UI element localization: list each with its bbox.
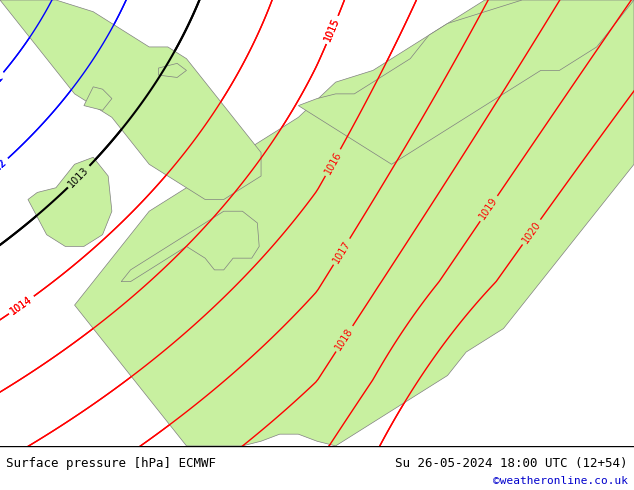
Text: 1019: 1019: [478, 196, 500, 221]
Polygon shape: [0, 0, 261, 199]
Text: 1017: 1017: [331, 239, 353, 265]
Text: 1013: 1013: [67, 165, 91, 189]
Text: 1018: 1018: [333, 326, 355, 352]
Text: 1012: 1012: [0, 157, 9, 180]
Text: Su 26-05-2024 18:00 UTC (12+54): Su 26-05-2024 18:00 UTC (12+54): [395, 457, 628, 469]
Polygon shape: [158, 63, 186, 77]
Text: 1011: 1011: [0, 72, 6, 96]
Text: 1015: 1015: [323, 17, 342, 43]
Text: 1012: 1012: [0, 157, 9, 180]
Text: 1014: 1014: [9, 294, 34, 316]
Text: 1016: 1016: [323, 149, 343, 176]
Text: 1014: 1014: [9, 294, 34, 316]
Text: 1015: 1015: [323, 17, 342, 43]
Text: Surface pressure [hPa] ECMWF: Surface pressure [hPa] ECMWF: [6, 457, 216, 469]
Text: 1020: 1020: [521, 219, 543, 245]
Text: ©weatheronline.co.uk: ©weatheronline.co.uk: [493, 476, 628, 486]
Text: 1020: 1020: [521, 219, 543, 245]
Polygon shape: [121, 211, 259, 282]
Text: 1019: 1019: [478, 196, 500, 221]
Polygon shape: [28, 157, 112, 246]
Text: 1011: 1011: [0, 72, 6, 96]
Text: 1013: 1013: [67, 165, 91, 189]
Text: 1017: 1017: [331, 239, 353, 265]
Polygon shape: [75, 0, 634, 446]
Text: 1018: 1018: [333, 326, 355, 352]
Polygon shape: [84, 87, 112, 110]
Polygon shape: [299, 0, 634, 164]
Text: 1016: 1016: [323, 149, 343, 176]
